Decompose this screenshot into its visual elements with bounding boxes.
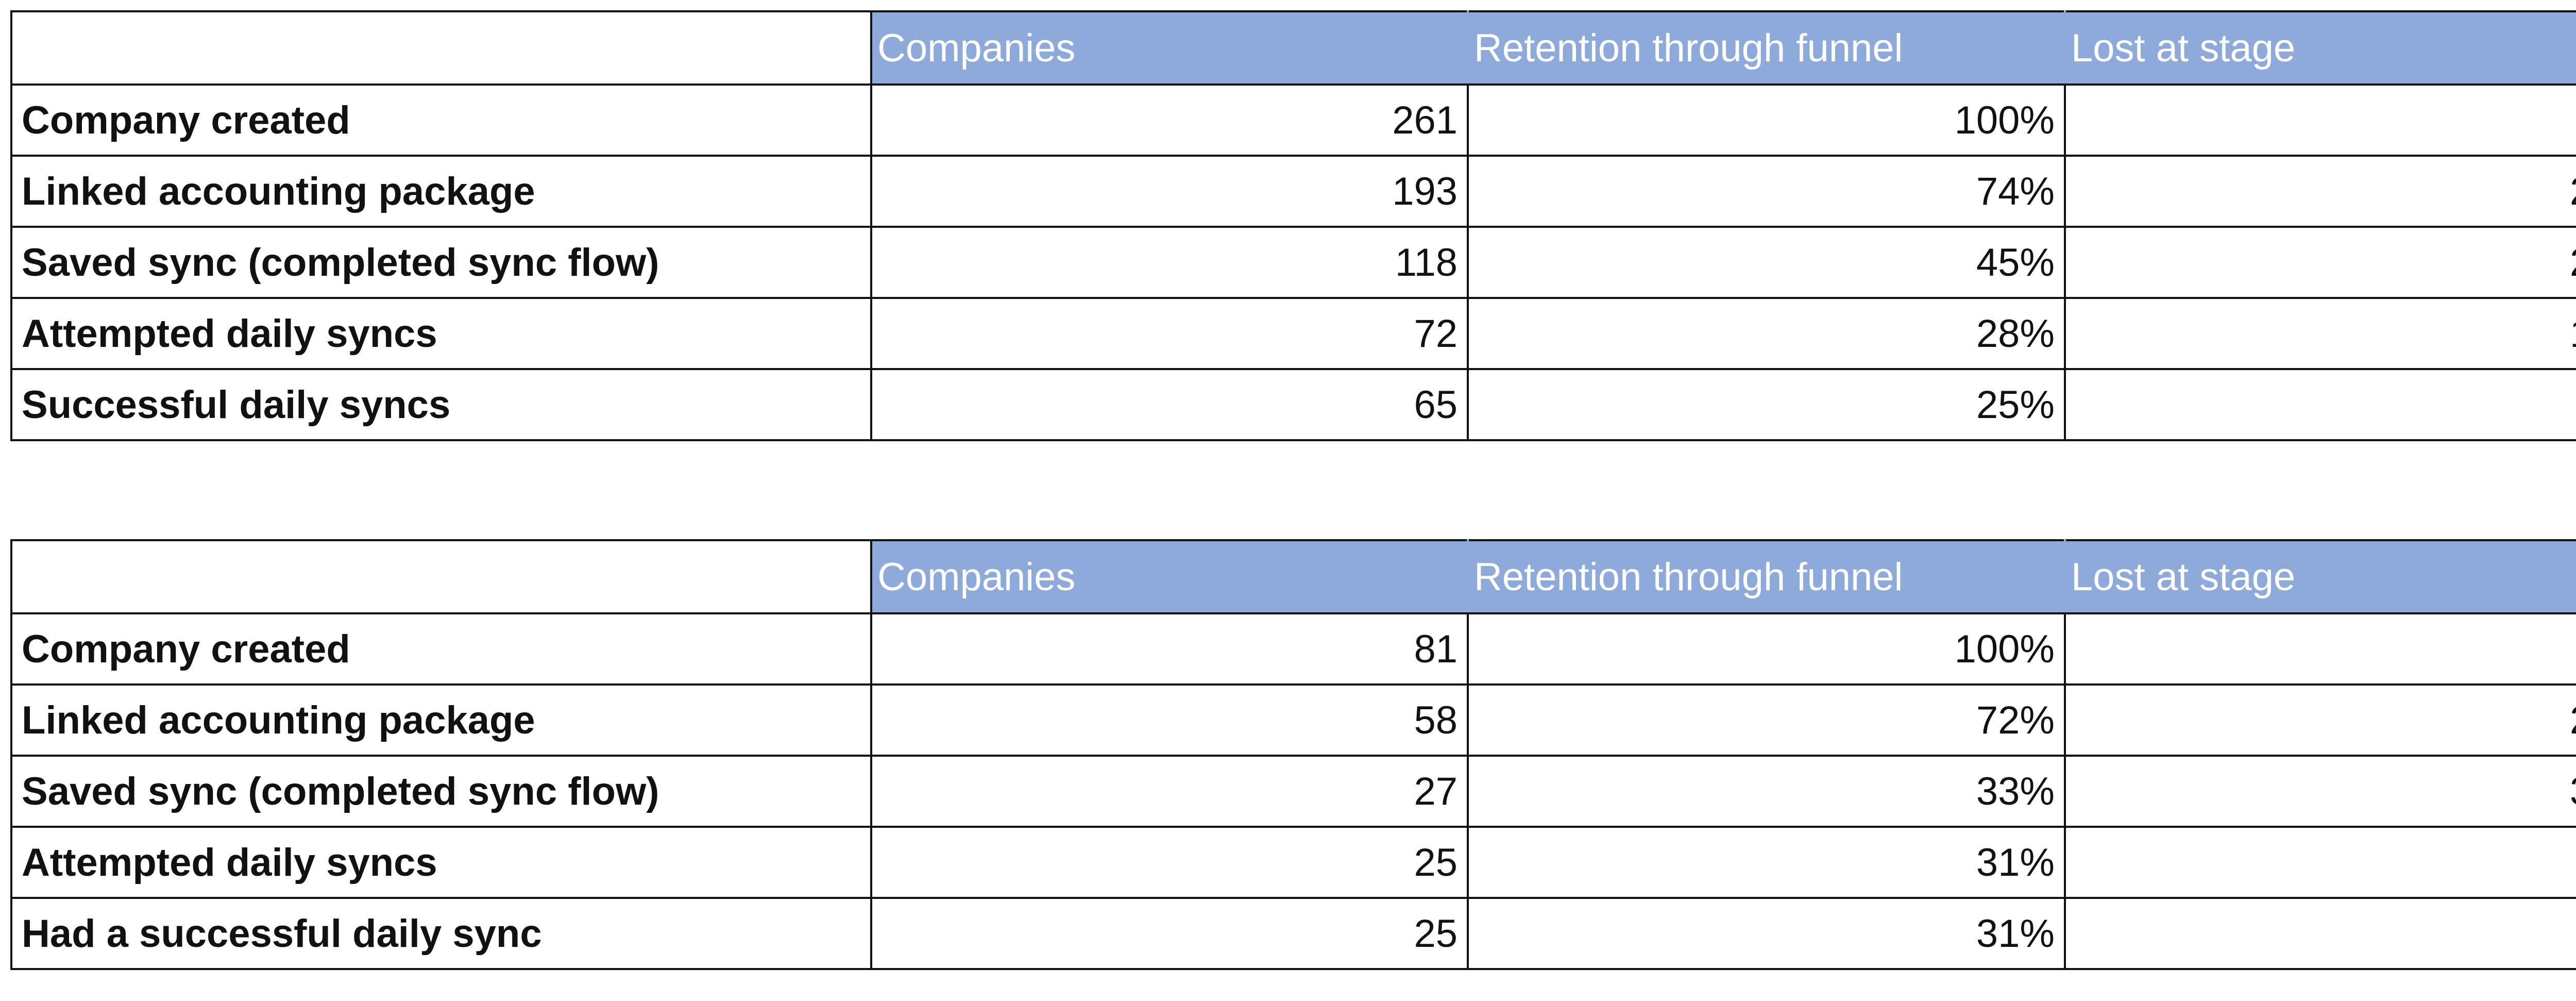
cell: 33% xyxy=(1467,755,2066,828)
cell: 26% xyxy=(2064,155,2576,228)
cell: 28% xyxy=(2064,683,2576,757)
cell: 81 xyxy=(870,612,1469,686)
header-cell: Lost at stage xyxy=(2064,10,2576,86)
cell: 45% xyxy=(1467,226,2066,299)
cell: 74% xyxy=(1467,155,2066,228)
stage-label: Successful daily syncs xyxy=(10,368,872,441)
cell: 25 xyxy=(870,826,1469,899)
stage-label: Had a successful daily sync xyxy=(10,897,872,970)
cell: 72 xyxy=(870,297,1469,370)
cell: 118 xyxy=(870,226,1469,299)
cell: 193 xyxy=(870,155,1469,228)
funnel-table: Companies Retention through funnel Lost at… xyxy=(10,539,2576,970)
cell: 27 xyxy=(870,755,1469,828)
cell: 28% xyxy=(1467,297,2066,370)
header-cell: Retention through funnel xyxy=(1467,539,2066,614)
header-cell xyxy=(10,10,872,86)
cell: 31% xyxy=(1467,826,2066,899)
stage-label: Saved sync (completed sync flow) xyxy=(10,755,872,828)
cell: 0% xyxy=(2064,84,2576,157)
cell: 72% xyxy=(1467,683,2066,757)
cell: 31% xyxy=(1467,897,2066,970)
stage-label: Company created xyxy=(10,612,872,686)
header-cell: Lost at stage xyxy=(2064,539,2576,614)
stage-label: Company created xyxy=(10,84,872,157)
stage-label: Attempted daily syncs xyxy=(10,297,872,370)
cell: 3% xyxy=(2064,368,2576,441)
stage-label: Attempted daily syncs xyxy=(10,826,872,899)
cell: 29% xyxy=(2064,226,2576,299)
cell: 25% xyxy=(1467,368,2066,441)
cell: 65 xyxy=(870,368,1469,441)
cell: 100% xyxy=(1467,612,2066,686)
cell: 58 xyxy=(870,683,1469,757)
header-cell xyxy=(10,539,872,614)
stage-label: Linked accounting package xyxy=(10,683,872,757)
cell: 2% xyxy=(2064,826,2576,899)
stage-label: Linked accounting package xyxy=(10,155,872,228)
header-cell: Companies xyxy=(870,539,1469,614)
data-row: Saved sync (completed sync flow)11845%29… xyxy=(10,226,2576,299)
header-row: Companies Retention through funnel Lost at… xyxy=(10,539,2576,614)
cell: 18% xyxy=(2064,297,2576,370)
header-row: Companies Retention through funnel Lost at… xyxy=(10,10,2576,86)
header-cell: Retention through funnel xyxy=(1467,10,2066,86)
cell: 38% xyxy=(2064,755,2576,828)
cell: 100% xyxy=(1467,84,2066,157)
stage-label: Saved sync (completed sync flow) xyxy=(10,226,872,299)
cell: 25 xyxy=(870,897,1469,970)
cell: 261 xyxy=(870,84,1469,157)
cell: 0% xyxy=(2064,897,2576,970)
cell: 0% xyxy=(2064,612,2576,686)
header-cell: Companies xyxy=(870,10,1469,86)
funnel-table: Companies Retention through funnel Lost at… xyxy=(10,10,2576,441)
